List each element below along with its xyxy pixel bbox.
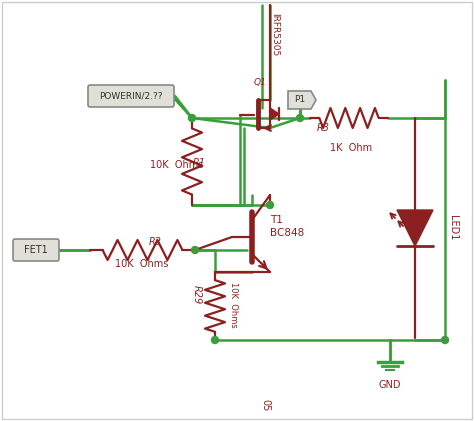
Text: IRFR5305: IRFR5305 — [271, 13, 280, 57]
Text: LED1: LED1 — [448, 215, 458, 241]
Text: GND: GND — [379, 380, 401, 390]
Text: T1: T1 — [270, 215, 283, 225]
Text: 10K  Ohms: 10K Ohms — [229, 282, 238, 328]
FancyBboxPatch shape — [13, 239, 59, 261]
Text: 10K  Ohms: 10K Ohms — [115, 259, 168, 269]
Text: 05: 05 — [260, 399, 270, 411]
Text: 10K  Ohms: 10K Ohms — [150, 160, 203, 170]
Text: POWERIN/2.??: POWERIN/2.?? — [99, 91, 163, 101]
Text: R29: R29 — [192, 285, 202, 305]
Text: R2: R2 — [148, 237, 162, 247]
Circle shape — [211, 336, 219, 344]
Text: R3: R3 — [317, 123, 330, 133]
Circle shape — [189, 115, 195, 122]
Circle shape — [266, 202, 273, 208]
Polygon shape — [288, 91, 316, 109]
Text: R1: R1 — [193, 158, 206, 168]
Polygon shape — [270, 108, 279, 120]
FancyBboxPatch shape — [88, 85, 174, 107]
Text: P1: P1 — [294, 96, 306, 104]
Text: BC848: BC848 — [270, 228, 304, 238]
Text: FET1: FET1 — [24, 245, 48, 255]
Text: 1K  Ohm: 1K Ohm — [330, 143, 372, 153]
Circle shape — [441, 336, 448, 344]
Text: Q1: Q1 — [254, 77, 266, 86]
Polygon shape — [397, 210, 433, 246]
Circle shape — [297, 115, 303, 122]
Circle shape — [191, 247, 199, 253]
